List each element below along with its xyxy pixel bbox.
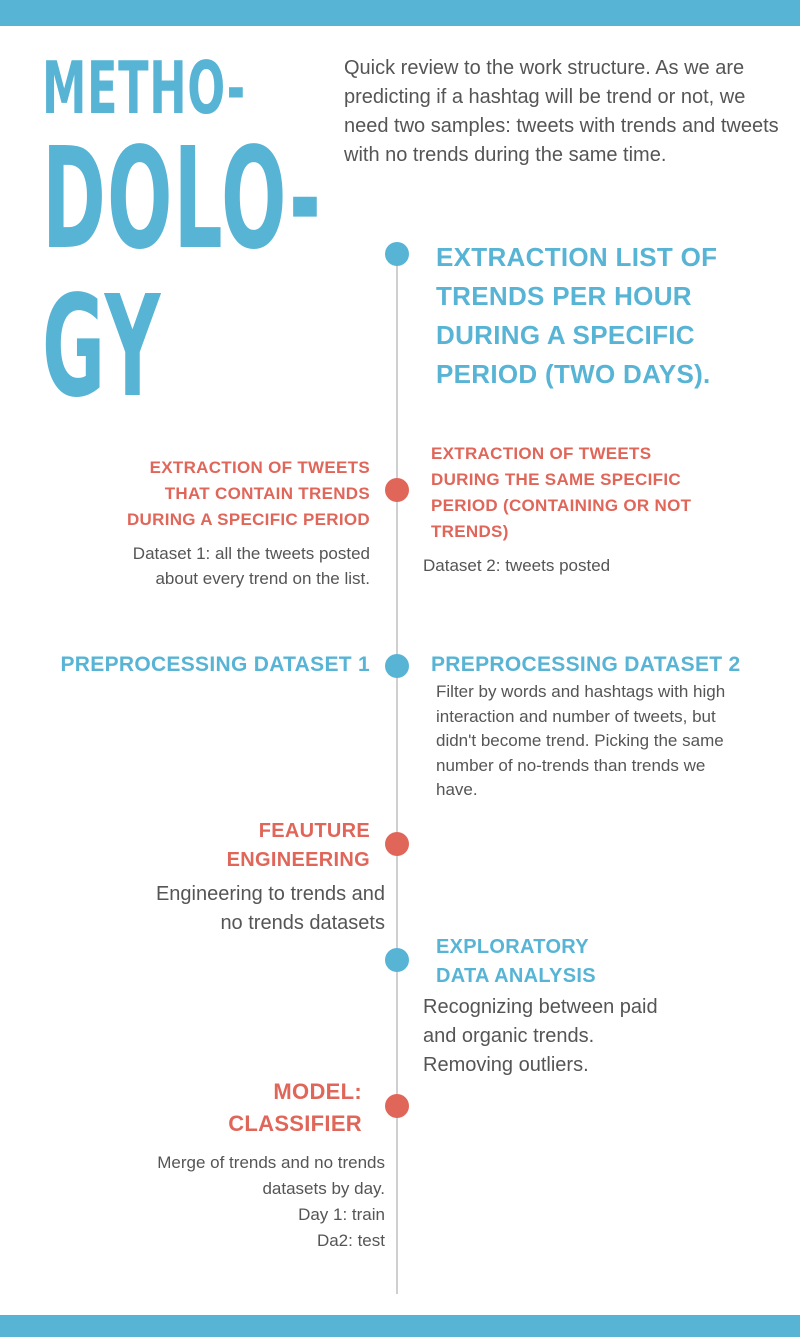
- step5-desc-line-2: and organic trends.: [423, 1025, 595, 1047]
- step1-heading: EXTRACTION LIST OF TRENDS PER HOUR DURIN…: [436, 242, 718, 389]
- step6-desc-line-1: Merge of trends and no trends: [157, 1153, 385, 1172]
- step6-heading-line-1: MODEL:: [273, 1079, 362, 1104]
- step3b-heading: PREPROCESSING DATASET 2: [431, 653, 741, 676]
- step4-heading-line-1: FEAUTURE: [258, 820, 370, 842]
- step5-heading-line-2: DATA ANALYSIS: [436, 965, 596, 987]
- step4-desc-line-2: no trends datasets: [220, 912, 385, 934]
- intro-text: Quick review to the work structure. As w…: [344, 57, 779, 166]
- step2b-desc: Dataset 2: tweets posted: [423, 556, 611, 575]
- step2a-heading: EXTRACTION OF TWEETS THAT CONTAIN TRENDS…: [126, 458, 370, 529]
- step4-heading-line-2: ENGINEERING: [226, 849, 370, 871]
- step6-desc-line-2: datasets by day.: [262, 1179, 385, 1198]
- step3b-desc: Filter by words and hashtags with high i…: [436, 682, 726, 799]
- timeline-dot-4: [385, 832, 409, 856]
- title-line-1: METHO-: [42, 46, 246, 130]
- timeline-dot-1: [385, 242, 409, 266]
- timeline-dot-5: [385, 948, 409, 972]
- top-band: [0, 0, 800, 26]
- timeline-dot-2: [385, 478, 409, 502]
- step5-desc-line-3: Removing outliers.: [423, 1054, 589, 1076]
- title-line-2: DOLO-: [42, 118, 323, 281]
- timeline-dot-6: [385, 1094, 409, 1118]
- step5-heading-line-1: EXPLORATORY: [436, 936, 589, 958]
- step6-heading-line-2: CLASSIFIER: [228, 1111, 362, 1136]
- step2b-heading: EXTRACTION OF TWEETS DURING THE SAME SPE…: [431, 444, 692, 541]
- title-line-3: GY: [42, 266, 162, 429]
- step5-desc-line-1: Recognizing between paid: [423, 996, 658, 1018]
- step2a-desc: Dataset 1: all the tweets posted about e…: [132, 544, 370, 588]
- step3a-heading: PREPROCESSING DATASET 1: [60, 653, 370, 676]
- step6-desc-line-3: Day 1: train: [298, 1205, 385, 1224]
- step6-desc-line-4: Da2: test: [316, 1231, 385, 1250]
- bottom-band: [0, 1315, 800, 1337]
- timeline-line: [396, 254, 398, 1294]
- step4-desc-line-1: Engineering to trends and: [155, 883, 385, 905]
- timeline-dot-3: [385, 654, 409, 678]
